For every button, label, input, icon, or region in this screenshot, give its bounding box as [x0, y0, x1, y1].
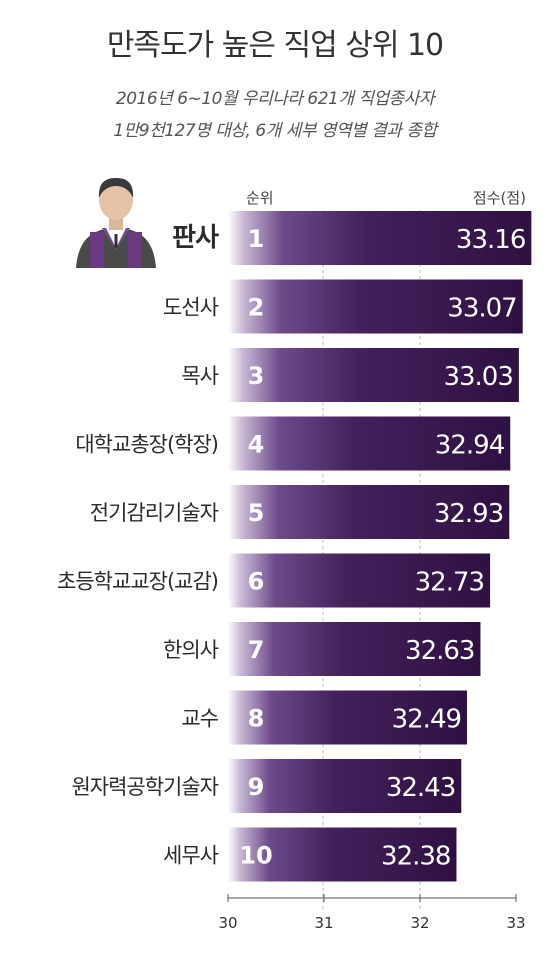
bar-row: 원자력공학기술자 9 32.43 — [71, 759, 462, 813]
bar-row: 판사 1 33.16 — [172, 211, 532, 265]
bar — [228, 416, 511, 471]
value-label: 32.43 — [386, 773, 455, 803]
subtitle-line-2: 1만9천127명 대상, 6개 세부 영역별 결과 종합 — [113, 121, 437, 141]
x-tick-label: 31 — [314, 914, 333, 932]
value-label: 33.07 — [447, 294, 516, 324]
rank-label: 7 — [248, 636, 265, 664]
value-header: 점수(점) — [473, 189, 526, 207]
bar-row: 교수 8 32.49 — [181, 690, 468, 745]
bar-row: 도선사 2 33.07 — [163, 279, 523, 334]
rank-label: 2 — [248, 294, 265, 322]
page-title: 만족도가 높은 직업 상위 10 — [106, 28, 444, 63]
bar — [228, 759, 462, 813]
category-label: 대학교총장(학장) — [75, 433, 218, 457]
category-label: 세무사 — [163, 844, 219, 868]
bar-row: 한의사 7 32.63 — [163, 622, 481, 676]
rank-label: 9 — [248, 773, 265, 801]
bar — [228, 690, 468, 745]
bar — [228, 827, 457, 882]
value-label: 32.63 — [405, 636, 474, 666]
value-label: 33.16 — [456, 225, 525, 255]
bar-row: 세무사 10 32.38 — [163, 827, 457, 882]
category-label: 원자력공학기술자 — [71, 775, 218, 799]
judge-figure-icon — [76, 178, 156, 268]
rank-label: 10 — [239, 842, 272, 870]
rank-label: 8 — [248, 705, 265, 733]
x-tick-label: 32 — [410, 914, 429, 932]
category-label: 초등학교교장(교감) — [57, 570, 218, 594]
category-label: 목사 — [181, 364, 218, 388]
category-label: 도선사 — [163, 296, 219, 320]
value-label: 32.38 — [381, 842, 450, 872]
bar — [228, 211, 532, 265]
bar-row: 초등학교교장(교감) 6 32.73 — [57, 553, 491, 608]
value-label: 33.03 — [443, 362, 512, 392]
x-tick-label: 30 — [218, 914, 237, 932]
bar — [228, 348, 519, 402]
value-label: 32.49 — [392, 705, 461, 735]
rank-label: 6 — [248, 568, 265, 596]
rank-label: 5 — [248, 499, 265, 527]
subtitle-line-1: 2016년 6~10월 우리나라 621개 직업종사자 — [115, 89, 435, 109]
category-label: 전기감리기술자 — [90, 501, 219, 525]
category-label: 판사 — [172, 223, 219, 253]
bar — [228, 622, 481, 676]
rank-header: 순위 — [246, 189, 274, 207]
value-label: 32.73 — [415, 568, 484, 598]
bar-row: 대학교총장(학장) 4 32.94 — [75, 416, 511, 471]
bar-row: 목사 3 33.03 — [181, 348, 519, 402]
category-label: 교수 — [181, 707, 218, 731]
bar — [228, 485, 510, 539]
rank-label: 4 — [248, 431, 265, 459]
value-label: 32.94 — [435, 431, 505, 461]
bar-row: 전기감리기술자 5 32.93 — [90, 485, 510, 539]
x-tick-label: 33 — [506, 914, 525, 932]
bar — [228, 553, 491, 608]
value-label: 32.93 — [434, 499, 503, 529]
category-label: 한의사 — [163, 638, 219, 662]
rank-label: 3 — [248, 362, 265, 390]
bar — [228, 279, 523, 334]
rank-label: 1 — [248, 225, 265, 253]
